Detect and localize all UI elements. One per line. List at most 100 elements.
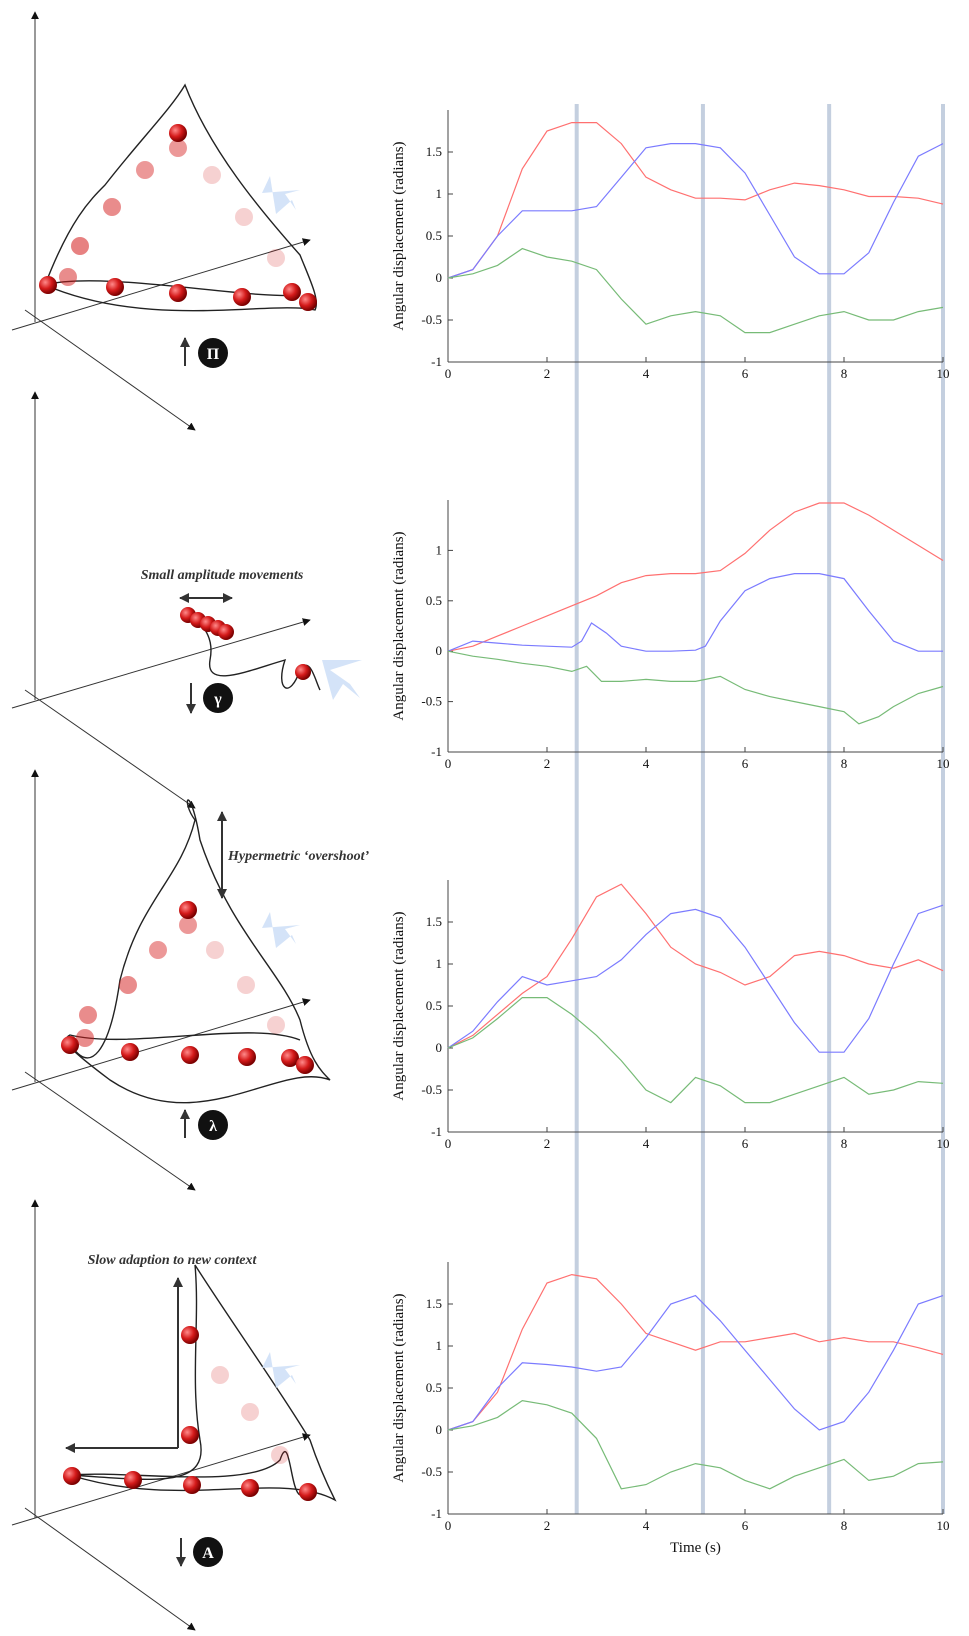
series-line-red <box>447 883 944 1049</box>
annotation-3: Hypermetric ‘overshoot’ <box>227 849 369 864</box>
y-tick-label: -1 <box>431 354 442 369</box>
direction-arrow <box>262 912 300 948</box>
y-tick-label: 1 <box>436 956 443 971</box>
x-tick-label: 8 <box>841 366 848 381</box>
illustration-panel-4: Slow adaption to new context A <box>11 1199 337 1631</box>
x-tick-label: 2 <box>544 1518 551 1533</box>
x-tick-label: 4 <box>643 756 650 771</box>
phase-badge-1: Π <box>198 338 228 368</box>
series-line-green <box>447 997 944 1104</box>
annotation-2: Small amplitude movements <box>141 568 304 583</box>
series-line-green <box>447 650 944 725</box>
y-tick-label: -0.5 <box>421 1464 442 1479</box>
x-axis-label: Time (s) <box>670 1540 721 1556</box>
svg-text:λ: λ <box>209 1118 217 1135</box>
y-tick-label: 0.5 <box>426 998 442 1013</box>
x-tick-label: 6 <box>742 366 749 381</box>
x-tick-label: 10 <box>937 1518 950 1533</box>
x-tick-label: 4 <box>643 366 650 381</box>
x-tick-label: 10 <box>937 1136 950 1151</box>
trajectory <box>42 83 317 312</box>
y-tick-label: -0.5 <box>421 312 442 327</box>
x-tick-label: 8 <box>841 1136 848 1151</box>
y-tick-label: -1 <box>431 744 442 759</box>
axes-3d <box>11 11 311 431</box>
y-tick-label: 0 <box>436 643 443 658</box>
y-tick-label: 1 <box>436 1338 443 1353</box>
series-line-blue <box>447 1294 944 1431</box>
series-line-red <box>447 502 944 652</box>
y-tick-label: -0.5 <box>421 1082 442 1097</box>
series-line-blue <box>447 573 943 652</box>
x-tick-label: 6 <box>742 1518 749 1533</box>
y-tick-label: 0 <box>436 1040 443 1055</box>
y-axis-label: Angular displacement (radians) <box>391 911 407 1100</box>
y-axis-label: Angular displacement (radians) <box>391 531 407 720</box>
svg-text:Π: Π <box>207 346 220 363</box>
series-line-green <box>447 1399 944 1490</box>
phase-badge-3: λ <box>198 1110 228 1140</box>
ball-markers <box>39 124 317 311</box>
axes-3d <box>11 1199 311 1631</box>
x-tick-label: 0 <box>445 756 452 771</box>
y-tick-label: 1 <box>436 186 443 201</box>
y-tick-label: 0 <box>436 270 443 285</box>
y-tick-label: 1.5 <box>426 1296 442 1311</box>
annotation-4: Slow adaption to new context <box>88 1253 258 1268</box>
ball-markers <box>180 607 311 680</box>
direction-arrow <box>262 176 300 214</box>
direction-arrow <box>262 1352 300 1388</box>
axes-3d <box>11 391 311 809</box>
ball-markers <box>63 1326 317 1501</box>
x-tick-label: 8 <box>841 756 848 771</box>
x-tick-label: 4 <box>643 1136 650 1151</box>
trajectory <box>69 1264 337 1502</box>
svg-text:γ: γ <box>213 691 222 708</box>
phase-badge-2: γ <box>203 683 233 713</box>
direction-arrow <box>322 660 362 700</box>
y-axis-label: Angular displacement (radians) <box>391 1293 407 1482</box>
series-line-blue <box>447 143 944 279</box>
illustration-panel-2: Small amplitude movements γ <box>11 391 362 809</box>
y-tick-label: 0.5 <box>426 593 442 608</box>
x-tick-label: 0 <box>445 1518 452 1533</box>
y-tick-label: 0.5 <box>426 228 442 243</box>
chart-1: -1 -0.5 0 0.5 1 1.5 0 2 4 6 8 10 Angular displacemen… <box>391 110 950 381</box>
y-tick-label: -1 <box>431 1506 442 1521</box>
series-line-red <box>447 1273 944 1431</box>
y-tick-label: 1 <box>436 542 443 557</box>
x-tick-label: 6 <box>742 1136 749 1151</box>
series-line-red <box>447 122 944 279</box>
x-tick-label: 2 <box>544 1136 551 1151</box>
chart-4: -1 -0.5 0 0.5 1 1.5 0 2 4 6 8 10 Angular displacemen… <box>391 1262 950 1556</box>
x-tick-label: 10 <box>937 366 950 381</box>
series-line-green <box>447 247 944 334</box>
x-tick-label: 4 <box>643 1518 650 1533</box>
x-tick-label: 10 <box>937 756 950 771</box>
y-tick-label: 0 <box>436 1422 443 1437</box>
chart-3: -1 -0.5 0 0.5 1 1.5 0 2 4 6 8 10 Angular displacemen… <box>391 880 950 1151</box>
x-tick-label: 6 <box>742 756 749 771</box>
x-tick-label: 0 <box>445 366 452 381</box>
x-tick-label: 8 <box>841 1518 848 1533</box>
y-axis-label: Angular displacement (radians) <box>391 141 407 330</box>
y-tick-label: 1.5 <box>426 914 442 929</box>
series-line-blue <box>447 904 944 1053</box>
ball-markers <box>61 901 314 1074</box>
illustration-panel-1: Π <box>11 11 317 431</box>
y-tick-label: -1 <box>431 1124 442 1139</box>
x-tick-label: 0 <box>445 1136 452 1151</box>
axes-3d <box>11 769 311 1191</box>
y-tick-label: 0.5 <box>426 1380 442 1395</box>
x-tick-label: 2 <box>544 366 551 381</box>
phase-badge-4: A <box>193 1537 223 1567</box>
y-tick-label: -0.5 <box>421 694 442 709</box>
x-tick-label: 2 <box>544 756 551 771</box>
illustration-panel-3: Hypermetric ‘overshoot’ λ <box>11 769 369 1191</box>
y-tick-label: 1.5 <box>426 144 442 159</box>
phase-markers <box>574 104 945 1514</box>
svg-text:A: A <box>202 1545 214 1562</box>
